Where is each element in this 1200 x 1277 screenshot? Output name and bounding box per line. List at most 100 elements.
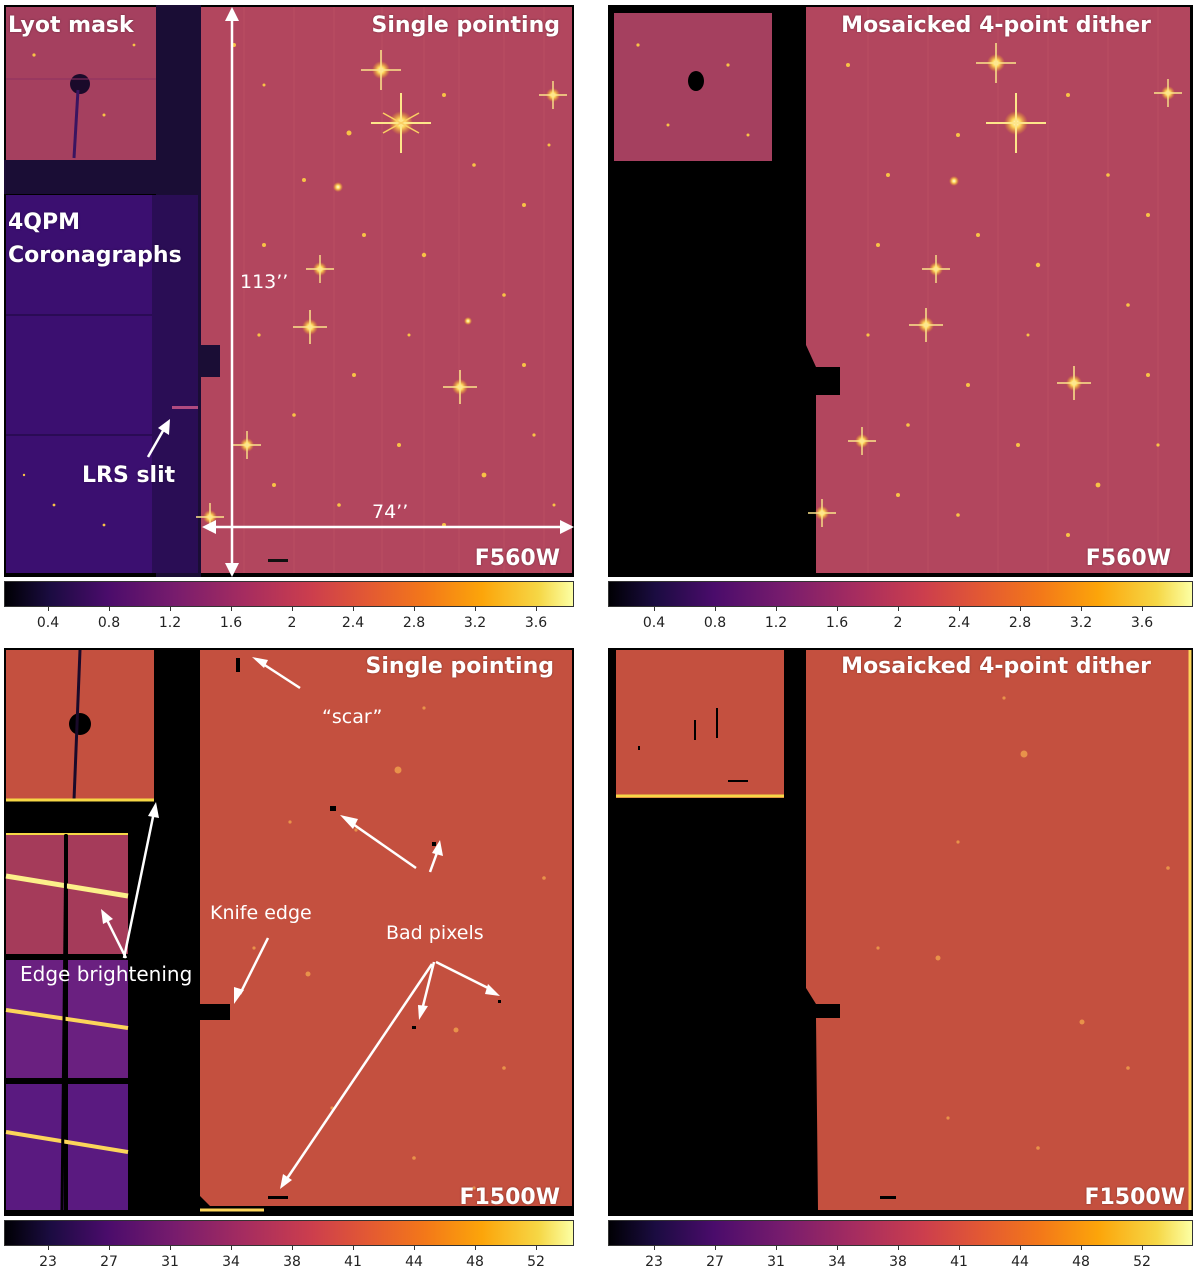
colorbar-tick-mark (715, 1246, 716, 1250)
colorbar-f560w-single (4, 581, 574, 607)
colorbar-tick-label: 0.4 (642, 615, 666, 631)
filter-label: F560W (474, 546, 560, 571)
bad-pixels-label: Bad pixels (386, 922, 484, 944)
bright-stars (808, 43, 1182, 527)
colorbar-tick-label: 44 (405, 1254, 423, 1270)
colorbar-tick-label: 23 (39, 1254, 57, 1270)
colorbar-tick-label: 27 (706, 1254, 724, 1270)
colorbar-tick-mark (1081, 607, 1082, 611)
colorbar-tick-mark (170, 607, 171, 611)
colorbar-tick-mark (475, 1246, 476, 1250)
colorbar-tick-label: 52 (1133, 1254, 1151, 1270)
filter-label: F1500W (459, 1185, 560, 1210)
panel-f1500w-mosaic: Mosaicked 4-point dither F1500W (608, 648, 1193, 1216)
colorbar-tick-mark (837, 1246, 838, 1250)
colorbar-tick-mark (48, 1246, 49, 1250)
colorbar-tick-mark (1020, 1246, 1021, 1250)
colorbar-tick-mark (959, 1246, 960, 1250)
knife-edge-label: Knife edge (210, 902, 312, 924)
colorbar-tick-mark (898, 607, 899, 611)
imager-field (806, 7, 1190, 573)
f560w-mosaic-image (608, 5, 1193, 577)
imager-field (200, 650, 572, 1206)
panel-f560w-mosaic: Mosaicked 4-point dither F560W (608, 5, 1193, 577)
bad-pixels (236, 658, 501, 1199)
colorbar-tick-label: 3.2 (463, 615, 487, 631)
colorbar-tick-label: 2.4 (947, 615, 971, 631)
lrs-slit (172, 406, 198, 409)
colorbar-tick-label: 0.8 (703, 615, 727, 631)
colorbar-tick-label: 31 (767, 1254, 785, 1270)
lrs-slit-label: LRS slit (82, 463, 176, 488)
colorbar-tick-mark (654, 607, 655, 611)
f1500w-mosaic-image (608, 648, 1193, 1216)
f560w-single-image (4, 5, 574, 577)
colorbar-tick-mark (536, 607, 537, 611)
panel-title: Single pointing (371, 13, 560, 38)
height-scale-label: 113’’ (240, 271, 289, 293)
annotation-arrows (101, 657, 500, 1189)
coronagraph-label: 4QPM (8, 210, 81, 235)
colorbar-f560w-mosaic (608, 581, 1193, 607)
colorbar-tick-mark (353, 1246, 354, 1250)
coronagraph-region (5, 833, 129, 1211)
colorbar-tick-mark (292, 607, 293, 611)
colorbar-tick-label: 2.4 (341, 615, 365, 631)
colorbar-f1500w-single (4, 1220, 574, 1246)
colorbar-tick-mark (414, 1246, 415, 1250)
colorbar-tick-mark (536, 1246, 537, 1250)
colorbar-tick-label: 2 (287, 615, 297, 631)
colorbar-tick-label: 23 (645, 1254, 663, 1270)
filter-label: F560W (1085, 546, 1171, 571)
colorbar-tick-label: 2 (893, 615, 903, 631)
colorbar-tick-mark (48, 607, 49, 611)
colorbar-tick-mark (715, 607, 716, 611)
colorbar-tick-mark (231, 607, 232, 611)
filter-label: F1500W (1084, 1185, 1185, 1210)
coronagraph-label: Coronagraphs (8, 243, 182, 268)
colorbar-tick-label: 41 (344, 1254, 362, 1270)
colorbar-tick-label: 0.4 (36, 615, 60, 631)
scar-label: “scar” (322, 706, 383, 728)
colorbar-tick-label: 2.8 (1008, 615, 1032, 631)
colorbar-tick-label: 2.8 (402, 615, 426, 631)
colorbar-tick-mark (959, 607, 960, 611)
colorbar-tick-mark (1020, 607, 1021, 611)
panel-f560w-single: Lyot mask Single pointing 4QPM Coronagra… (4, 5, 574, 577)
edge-brightening-label: Edge brightening (20, 962, 193, 986)
colorbar-tick-label: 34 (828, 1254, 846, 1270)
bright-stars (196, 50, 567, 531)
colorbar-tick-mark (776, 607, 777, 611)
colorbar-tick-label: 1.6 (219, 615, 243, 631)
colorbar-tick-label: 3.6 (524, 615, 548, 631)
colorbar-tick-mark (776, 1246, 777, 1250)
colorbar-tick-label: 48 (466, 1254, 484, 1270)
colorbar-tick-label: 1.2 (764, 615, 788, 631)
colorbar-tick-label: 34 (222, 1254, 240, 1270)
colorbar-tick-label: 0.8 (97, 615, 121, 631)
colorbar-tick-label: 48 (1072, 1254, 1090, 1270)
colorbar-tick-mark (353, 607, 354, 611)
lyot-mask-region (616, 650, 784, 798)
colorbar-tick-mark (1142, 607, 1143, 611)
colorbar-tick-mark (654, 1246, 655, 1250)
colorbar-tick-mark (414, 607, 415, 611)
colorbar-tick-label: 3.6 (1130, 615, 1154, 631)
scale-arrows (202, 7, 574, 577)
slit-arrow (146, 419, 170, 458)
colorbar-tick-label: 3.2 (1069, 615, 1093, 631)
colorbar-tick-label: 31 (161, 1254, 179, 1270)
imager-field (201, 7, 572, 573)
colorbar-tick-label: 41 (950, 1254, 968, 1270)
colorbar-tick-mark (475, 607, 476, 611)
panel-title: Mosaicked 4-point dither (841, 13, 1151, 38)
colorbar-tick-label: 38 (889, 1254, 907, 1270)
colorbar-tick-mark (109, 607, 110, 611)
colorbar-tick-mark (231, 1246, 232, 1250)
colorbar-tick-mark (1081, 1246, 1082, 1250)
lyot-mask-label: Lyot mask (8, 13, 134, 38)
colorbar-tick-label: 38 (283, 1254, 301, 1270)
panel-title: Single pointing (365, 654, 554, 679)
imager-field (806, 650, 1190, 1210)
colorbar-tick-mark (109, 1246, 110, 1250)
